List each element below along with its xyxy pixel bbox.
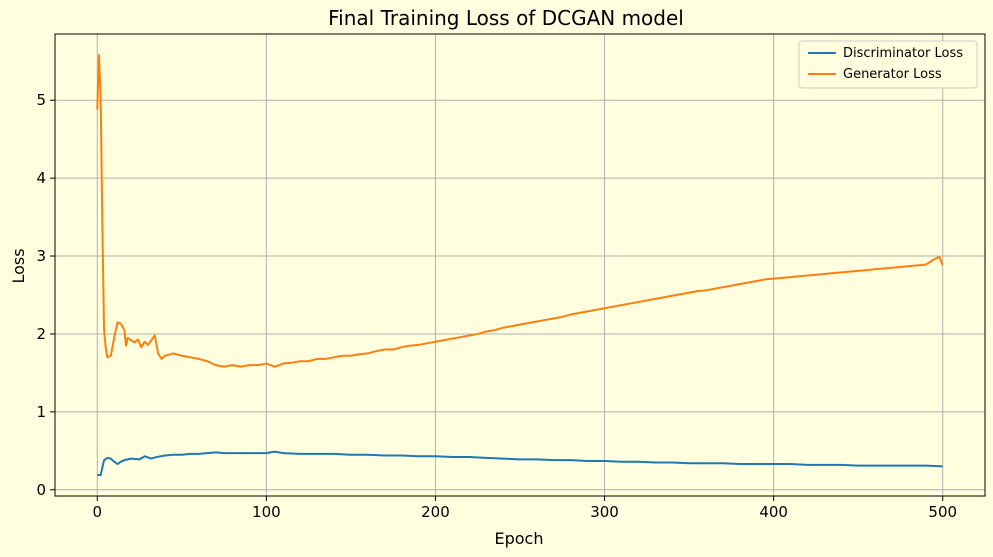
- y-tick-label: 3: [36, 247, 46, 265]
- x-tick-label: 200: [421, 503, 450, 521]
- chart-title: Final Training Loss of DCGAN model: [328, 6, 684, 30]
- legend-label-discriminator: Discriminator Loss: [843, 46, 963, 61]
- y-tick-label: 1: [36, 403, 46, 421]
- y-axis-label: Loss: [9, 248, 28, 283]
- y-tick-label: 5: [36, 91, 46, 109]
- y-tick-label: 4: [36, 169, 46, 187]
- y-axis: 0 1 2 3 4 5: [36, 91, 55, 499]
- x-tick-label: 500: [928, 503, 957, 521]
- x-tick-label: 0: [92, 503, 102, 521]
- x-tick-label: 100: [252, 503, 281, 521]
- generator-loss-line: [96, 54, 944, 368]
- discriminator-loss-line: [97, 450, 943, 476]
- y-tick-label: 2: [36, 325, 46, 343]
- x-tick-label: 300: [590, 503, 619, 521]
- legend: Discriminator Loss Generator Loss: [798, 40, 978, 89]
- x-axis: 0 100 200 300 400 500: [92, 496, 957, 521]
- y-tick-label: 0: [36, 481, 46, 499]
- plot-area: [55, 34, 985, 496]
- plot-frame: [54, 33, 986, 497]
- x-axis-label: Epoch: [495, 529, 544, 548]
- legend-box: [798, 40, 978, 89]
- legend-label-generator: Generator Loss: [843, 67, 942, 82]
- grid: [55, 34, 985, 496]
- x-tick-label: 400: [759, 503, 788, 521]
- series-layer: [96, 54, 944, 476]
